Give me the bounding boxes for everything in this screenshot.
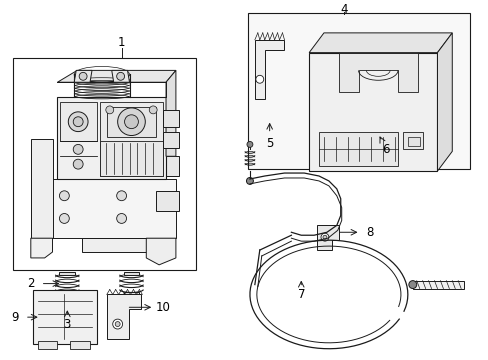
Polygon shape bbox=[316, 225, 338, 250]
Polygon shape bbox=[74, 71, 92, 82]
Circle shape bbox=[118, 108, 145, 135]
Circle shape bbox=[124, 115, 138, 129]
Polygon shape bbox=[166, 71, 176, 156]
Bar bbox=[62, 300, 72, 305]
Polygon shape bbox=[163, 110, 179, 127]
Polygon shape bbox=[61, 102, 97, 141]
Polygon shape bbox=[31, 139, 52, 238]
Circle shape bbox=[60, 191, 69, 201]
Circle shape bbox=[255, 75, 263, 83]
Bar bbox=[70, 341, 90, 349]
Text: 1: 1 bbox=[118, 36, 125, 49]
Circle shape bbox=[113, 319, 122, 329]
Text: 3: 3 bbox=[63, 318, 71, 330]
Polygon shape bbox=[106, 294, 141, 339]
Circle shape bbox=[73, 159, 83, 169]
Polygon shape bbox=[318, 132, 397, 166]
Polygon shape bbox=[156, 191, 179, 211]
Circle shape bbox=[129, 302, 134, 307]
Polygon shape bbox=[338, 53, 417, 92]
Polygon shape bbox=[407, 136, 419, 147]
Text: 4: 4 bbox=[339, 3, 347, 16]
Polygon shape bbox=[437, 33, 451, 171]
Circle shape bbox=[60, 213, 69, 224]
Text: 8: 8 bbox=[366, 226, 373, 239]
Circle shape bbox=[320, 233, 328, 241]
Circle shape bbox=[68, 112, 88, 132]
Bar bbox=[13, 58, 195, 270]
Polygon shape bbox=[100, 141, 163, 176]
Circle shape bbox=[246, 177, 253, 184]
Circle shape bbox=[117, 213, 126, 224]
Circle shape bbox=[73, 144, 83, 154]
Polygon shape bbox=[308, 33, 451, 53]
Polygon shape bbox=[31, 238, 52, 258]
Circle shape bbox=[117, 191, 126, 201]
Circle shape bbox=[246, 141, 252, 147]
Bar bbox=[247, 13, 469, 169]
Bar bbox=[60, 272, 75, 275]
Polygon shape bbox=[146, 238, 176, 265]
Polygon shape bbox=[402, 132, 422, 149]
Circle shape bbox=[117, 72, 124, 80]
Bar bbox=[123, 272, 139, 275]
Bar bbox=[412, 281, 463, 288]
Circle shape bbox=[105, 106, 114, 114]
Polygon shape bbox=[112, 71, 129, 82]
Circle shape bbox=[149, 106, 157, 114]
Circle shape bbox=[64, 300, 70, 306]
Text: 5: 5 bbox=[265, 137, 273, 150]
Text: 6: 6 bbox=[382, 143, 389, 156]
Circle shape bbox=[79, 72, 87, 80]
Text: 9: 9 bbox=[11, 311, 19, 324]
Bar bbox=[123, 292, 139, 296]
Polygon shape bbox=[156, 156, 179, 176]
Polygon shape bbox=[31, 179, 176, 238]
Circle shape bbox=[73, 117, 83, 127]
Circle shape bbox=[115, 321, 120, 327]
Bar bbox=[33, 289, 97, 344]
Polygon shape bbox=[254, 40, 284, 99]
Bar bbox=[38, 341, 57, 349]
Polygon shape bbox=[308, 53, 437, 171]
Text: 7: 7 bbox=[297, 288, 305, 301]
Circle shape bbox=[408, 281, 416, 288]
Polygon shape bbox=[57, 71, 176, 82]
Polygon shape bbox=[57, 97, 166, 179]
Polygon shape bbox=[100, 102, 163, 176]
Circle shape bbox=[322, 235, 326, 239]
Polygon shape bbox=[82, 238, 161, 252]
Text: 2: 2 bbox=[27, 277, 35, 290]
Bar bbox=[127, 296, 135, 300]
Text: 10: 10 bbox=[155, 301, 170, 314]
Polygon shape bbox=[106, 107, 156, 136]
Polygon shape bbox=[163, 132, 179, 148]
Bar bbox=[60, 296, 75, 300]
